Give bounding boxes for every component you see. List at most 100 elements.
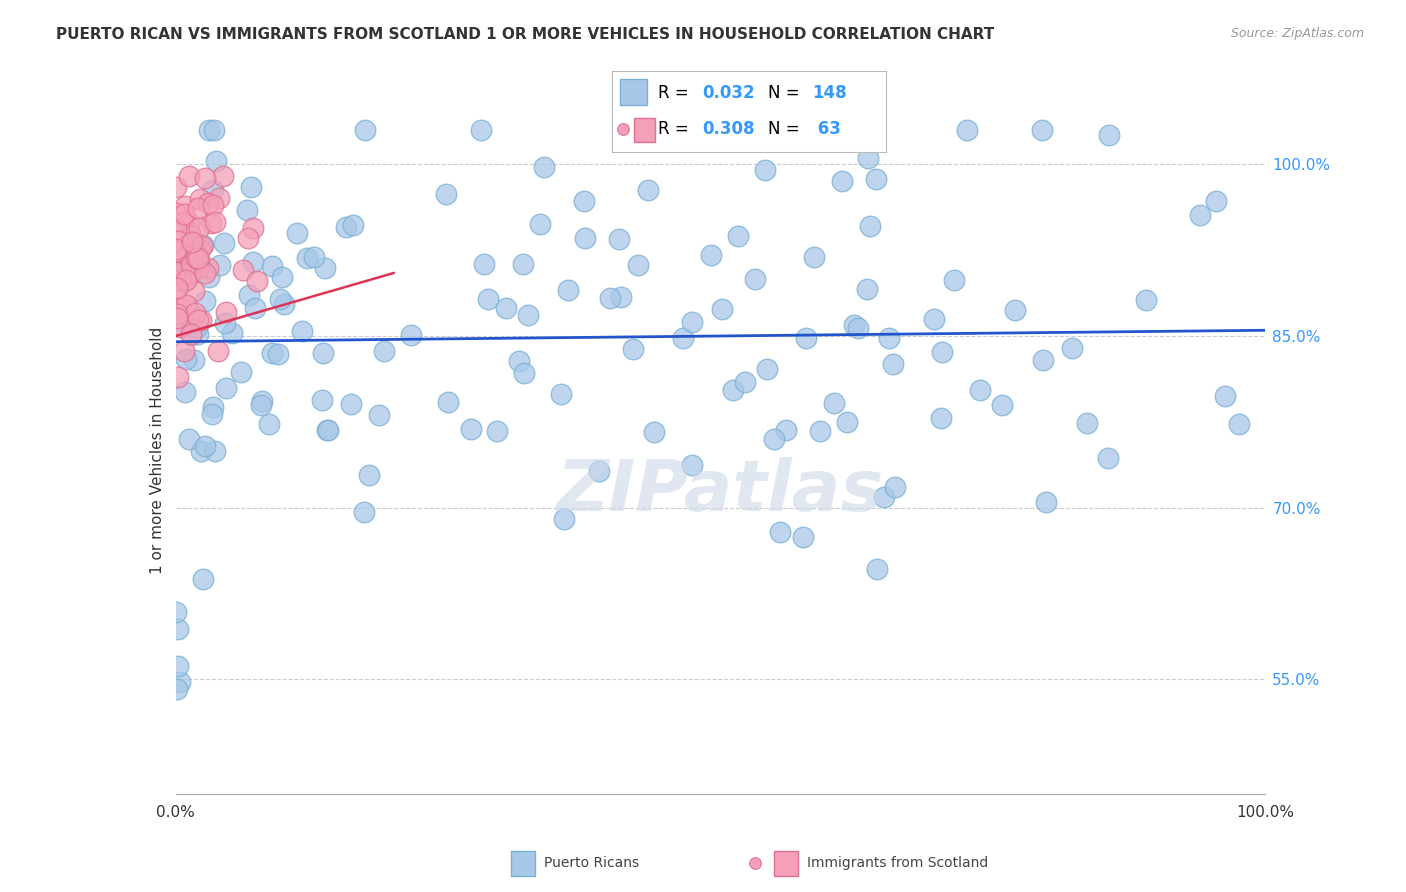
Point bbox=[187, 260, 209, 274]
Point bbox=[260, 346, 283, 360]
Point bbox=[846, 321, 869, 335]
Point bbox=[713, 123, 735, 137]
Point bbox=[700, 247, 723, 261]
Point bbox=[626, 258, 648, 272]
Point bbox=[285, 226, 308, 240]
Point bbox=[204, 215, 226, 229]
Point bbox=[775, 423, 797, 437]
Text: Immigrants from Scotland: Immigrants from Scotland bbox=[807, 856, 988, 871]
Point bbox=[166, 281, 188, 295]
Point bbox=[191, 238, 214, 252]
Point bbox=[174, 199, 197, 213]
Point bbox=[250, 398, 273, 412]
Point bbox=[373, 343, 395, 358]
Point bbox=[721, 383, 744, 397]
Point bbox=[165, 244, 187, 258]
Point bbox=[315, 260, 337, 275]
Point bbox=[174, 385, 197, 400]
Point bbox=[1076, 416, 1098, 430]
Point bbox=[486, 424, 509, 438]
Point bbox=[803, 251, 825, 265]
Point bbox=[201, 198, 224, 212]
Point bbox=[508, 354, 530, 368]
Point bbox=[557, 283, 579, 297]
Point bbox=[177, 169, 200, 183]
Point bbox=[1098, 128, 1121, 142]
Point bbox=[165, 265, 187, 279]
Point bbox=[472, 257, 495, 271]
Point bbox=[194, 439, 217, 453]
Point bbox=[495, 301, 517, 315]
Point bbox=[242, 255, 264, 269]
Point bbox=[190, 444, 212, 458]
Point bbox=[169, 675, 191, 690]
Point bbox=[239, 179, 262, 194]
Point bbox=[165, 206, 187, 220]
Point bbox=[831, 174, 853, 188]
Point bbox=[574, 231, 596, 245]
Point bbox=[201, 183, 224, 197]
Point bbox=[184, 251, 207, 265]
Point bbox=[672, 331, 695, 345]
Point bbox=[823, 396, 845, 410]
Point bbox=[643, 425, 665, 439]
Point bbox=[990, 398, 1012, 412]
Point bbox=[754, 162, 776, 177]
Point bbox=[794, 331, 817, 345]
Point bbox=[884, 480, 907, 494]
Point bbox=[339, 397, 361, 411]
Point bbox=[1205, 194, 1227, 208]
Bar bbox=[510, 851, 534, 876]
Point bbox=[316, 423, 339, 437]
Point bbox=[873, 490, 896, 504]
Text: Source: ZipAtlas.com: Source: ZipAtlas.com bbox=[1230, 27, 1364, 40]
Point bbox=[201, 407, 224, 421]
Point bbox=[174, 251, 197, 265]
Point bbox=[302, 250, 325, 264]
Point bbox=[470, 123, 492, 137]
Point bbox=[208, 191, 231, 205]
Point bbox=[172, 264, 194, 278]
Point bbox=[1135, 293, 1157, 308]
Point bbox=[533, 160, 555, 174]
Point bbox=[744, 272, 766, 286]
Point bbox=[202, 123, 225, 137]
Point bbox=[173, 206, 195, 220]
Point bbox=[295, 251, 318, 265]
Point bbox=[180, 257, 202, 271]
Point bbox=[516, 308, 538, 322]
Point bbox=[529, 218, 551, 232]
Point bbox=[588, 465, 610, 479]
Point bbox=[931, 345, 953, 359]
Text: 63: 63 bbox=[811, 120, 841, 138]
Point bbox=[214, 316, 236, 330]
Point bbox=[342, 218, 364, 232]
Text: Puerto Ricans: Puerto Ricans bbox=[544, 856, 640, 871]
Point bbox=[859, 219, 882, 234]
Point bbox=[187, 313, 209, 327]
Point bbox=[187, 235, 209, 250]
Point bbox=[943, 273, 966, 287]
Point bbox=[183, 266, 205, 280]
Point bbox=[166, 234, 188, 248]
Point bbox=[769, 525, 792, 540]
Point bbox=[181, 235, 204, 249]
Point bbox=[187, 252, 209, 266]
Point bbox=[922, 311, 945, 326]
Point bbox=[359, 467, 381, 482]
Point bbox=[221, 326, 243, 341]
Point bbox=[1035, 495, 1057, 509]
Point bbox=[194, 293, 217, 308]
Point bbox=[599, 291, 621, 305]
Point bbox=[316, 424, 339, 438]
Point bbox=[231, 364, 253, 378]
Point bbox=[727, 229, 749, 244]
Point bbox=[212, 169, 235, 183]
Point bbox=[257, 417, 280, 432]
Point bbox=[166, 281, 188, 295]
Point bbox=[1189, 208, 1212, 222]
Point bbox=[215, 305, 238, 319]
Point bbox=[856, 282, 879, 296]
Point bbox=[166, 310, 188, 325]
Point bbox=[170, 318, 193, 332]
